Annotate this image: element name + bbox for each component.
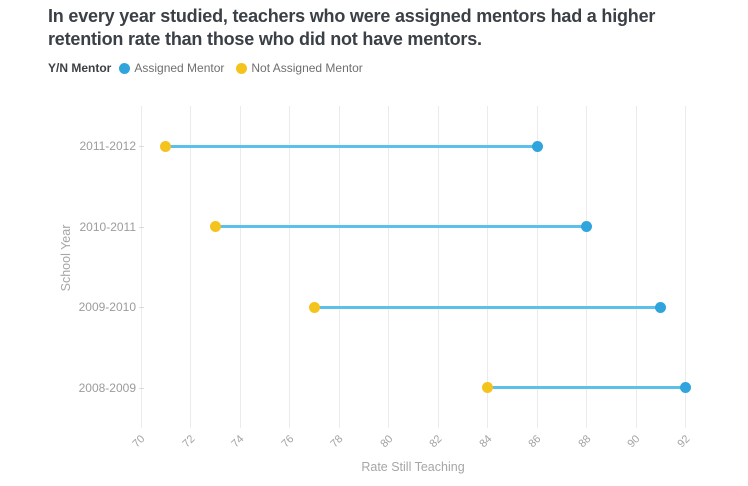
x-tick-label: 76 (278, 433, 296, 451)
x-tick-label: 74 (229, 433, 247, 451)
y-category-label: 2009-2010 (78, 300, 136, 315)
y-axis-tick (139, 307, 144, 309)
x-tick-label: 86 (526, 433, 544, 451)
gridline (338, 106, 340, 428)
y-axis-tick (139, 387, 144, 389)
y-category-label: 2008-2009 (78, 380, 136, 395)
x-tick-label: 70 (130, 433, 148, 451)
x-tick-label: 90 (625, 433, 643, 451)
dot-assigned-mentor (531, 140, 543, 152)
dot-assigned-mentor (680, 382, 691, 394)
gridline (685, 106, 686, 428)
legend-item-not-assigned-mentor: Not Assigned Mentor (236, 61, 363, 75)
x-axis-title: Rate Still Teaching (361, 460, 465, 474)
dumbbell-connector (487, 386, 686, 390)
legend: Y/N Mentor Assigned Mentor Not Assigned … (48, 61, 375, 75)
legend-item-assigned-mentor: Assigned Mentor (119, 61, 224, 75)
legend-item-label: Not Assigned Mentor (251, 61, 363, 75)
dot-assigned-mentor (655, 301, 667, 313)
assigned-mentor-dot-icon (119, 62, 131, 74)
gridline (586, 106, 587, 428)
legend-item-label: Assigned Mentor (134, 61, 225, 75)
x-tick-label: 92 (674, 433, 692, 451)
x-tick-label: 84 (476, 433, 494, 451)
gridline (487, 106, 488, 428)
gridline (388, 106, 389, 428)
dot-not-assigned-mentor (209, 221, 221, 233)
gridline (536, 106, 538, 428)
dumbbell-connector (314, 305, 661, 309)
y-axis-tick (139, 226, 144, 228)
gridline (190, 106, 191, 428)
gridline (239, 106, 241, 428)
gridline (437, 106, 439, 428)
x-tick-label: 88 (575, 433, 593, 451)
dot-assigned-mentor (581, 221, 592, 233)
x-tick-label: 78 (328, 433, 346, 451)
x-tick-label: 72 (179, 433, 197, 451)
y-axis-tick (139, 146, 144, 148)
dumbbell-connector (165, 144, 537, 148)
dot-not-assigned-mentor (308, 301, 320, 313)
gridline (289, 106, 290, 428)
gridline (140, 106, 142, 428)
dot-not-assigned-mentor (160, 140, 172, 152)
y-category-label: 2011-2012 (79, 139, 137, 154)
gridline (635, 106, 637, 428)
y-category-label: 2010-2011 (79, 219, 137, 234)
not-assigned-mentor-dot-icon (236, 62, 248, 74)
chart-title: In every year studied, teachers who were… (48, 6, 656, 50)
dot-not-assigned-mentor (482, 382, 493, 394)
y-axis-title: School Year (59, 224, 73, 292)
legend-label: Y/N Mentor (48, 61, 112, 75)
dumbbell-connector (215, 225, 587, 229)
